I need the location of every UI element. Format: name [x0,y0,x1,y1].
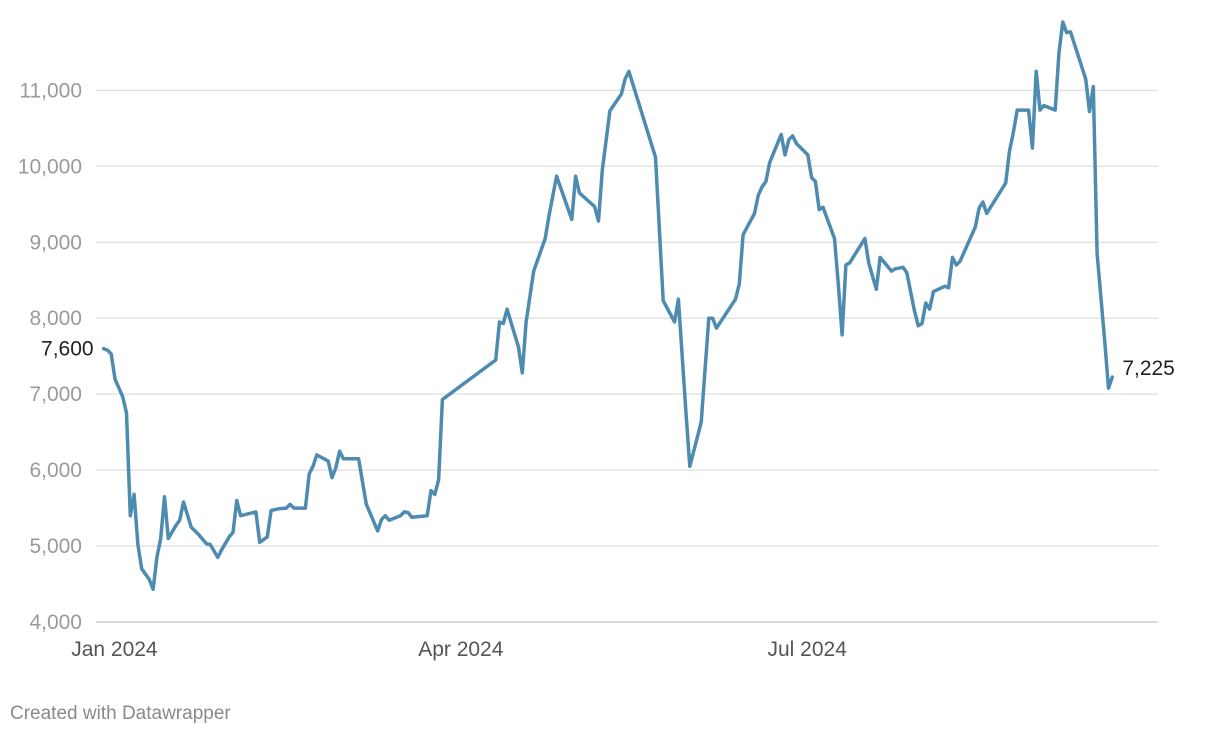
gridlines [96,89,1158,623]
end-value-label: 7,225 [1122,357,1175,380]
x-tick-label: Jan 2024 [71,638,158,661]
y-tick-label: 9,000 [29,231,82,254]
x-tick-label: Apr 2024 [418,638,504,661]
series-layer [101,20,1115,592]
y-tick-label: 5,000 [29,535,82,558]
x-axis: Jan 2024 Apr 2024 Jul 2024 [71,638,847,661]
x-tick-label: Jul 2024 [767,638,847,661]
y-tick-label: 10,000 [18,155,82,178]
y-tick-label: 7,000 [29,383,82,406]
y-tick-label: 6,000 [29,459,82,482]
y-axis: 4,000 5,000 6,000 7,000 8,000 9,000 10,000 11,0… [18,79,82,634]
y-tick-label: 4,000 [29,611,82,634]
footer-credit: Created with Datawrapper [10,703,231,724]
line-chart: 4,000 5,000 6,000 7,000 8,000 9,000 10,000 11,0… [18,20,1175,661]
start-value-label: 7,600 [41,338,94,361]
y-tick-label: 8,000 [29,307,82,330]
series-line [101,20,1115,592]
y-tick-label: 11,000 [19,79,82,102]
